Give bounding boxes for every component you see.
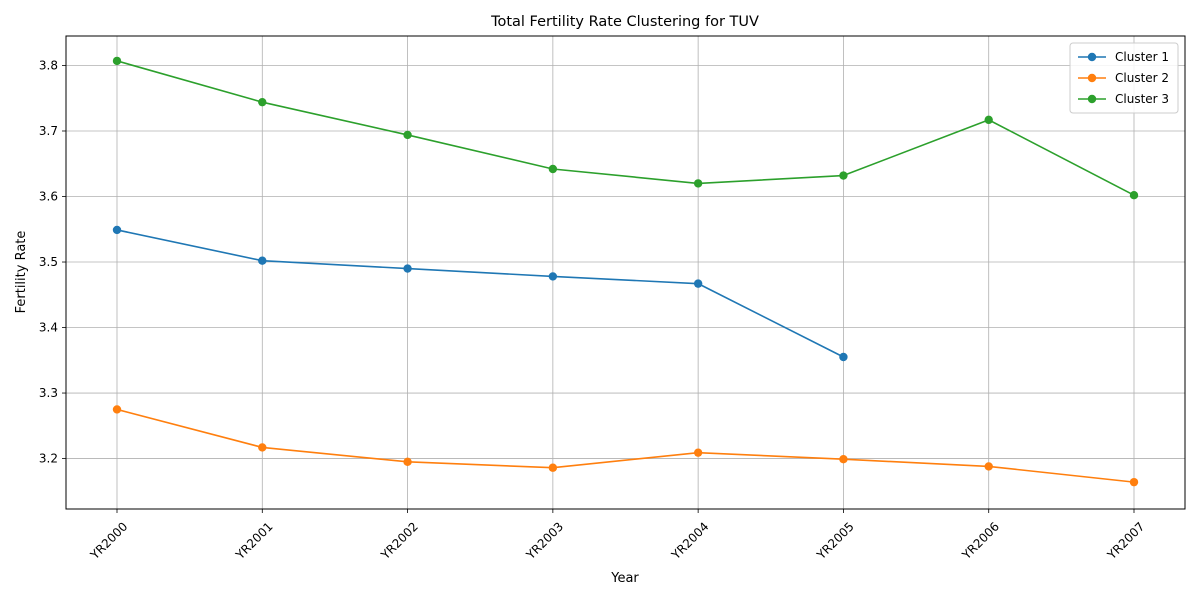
legend-marker <box>1087 94 1097 104</box>
data-point <box>693 448 703 457</box>
data-point <box>548 463 558 472</box>
data-point <box>1129 477 1139 487</box>
series-line-2 <box>116 408 1135 483</box>
data-point <box>548 164 558 174</box>
series-line-1 <box>116 229 844 358</box>
legend-box <box>1069 42 1179 114</box>
data-point <box>984 462 993 471</box>
data-point <box>693 279 703 288</box>
data-point <box>839 171 848 180</box>
data-point <box>984 115 993 125</box>
y-tick-label: 3.8 <box>39 58 58 72</box>
grid <box>66 36 1185 509</box>
legend-marker <box>1087 52 1097 62</box>
x-axis-label: Year <box>610 571 639 586</box>
data-point <box>839 352 848 362</box>
y-tick-label: 3.7 <box>39 124 58 138</box>
y-tick-label: 3.5 <box>39 255 58 269</box>
y-axis-label: Fertility Rate <box>14 231 29 314</box>
legend-label: Cluster 2 <box>1115 71 1169 85</box>
plot-frame <box>65 35 1186 510</box>
y-axis-ticks: 3.2 3.3 3.4 3.5 3.6 3.7 3.8 <box>39 58 66 466</box>
y-tick-label: 3.6 <box>39 190 58 204</box>
data-point <box>258 97 267 107</box>
data-point <box>258 443 267 452</box>
data-point <box>548 272 558 281</box>
legend-marker <box>1087 73 1097 83</box>
y-tick-label: 3.4 <box>39 321 58 335</box>
data-point <box>403 130 412 140</box>
data-point <box>112 225 122 235</box>
data-point <box>112 405 122 414</box>
series-line-3 <box>116 60 1135 196</box>
chart-title: Total Fertility Rate Clustering for TUV <box>490 14 759 30</box>
y-tick-label: 3.2 <box>39 452 58 466</box>
series-lines <box>112 56 1139 487</box>
legend-label: Cluster 3 <box>1115 92 1169 106</box>
legend: Cluster 1 Cluster 2 Cluster 3 <box>1069 42 1179 114</box>
legend-label: Cluster 1 <box>1115 50 1169 64</box>
data-point <box>403 457 412 467</box>
y-tick-label: 3.3 <box>39 386 58 400</box>
data-point <box>112 56 122 66</box>
data-point <box>693 179 703 188</box>
data-point <box>403 264 412 273</box>
data-point <box>258 256 267 265</box>
data-point <box>839 455 848 464</box>
data-point <box>1129 190 1139 200</box>
